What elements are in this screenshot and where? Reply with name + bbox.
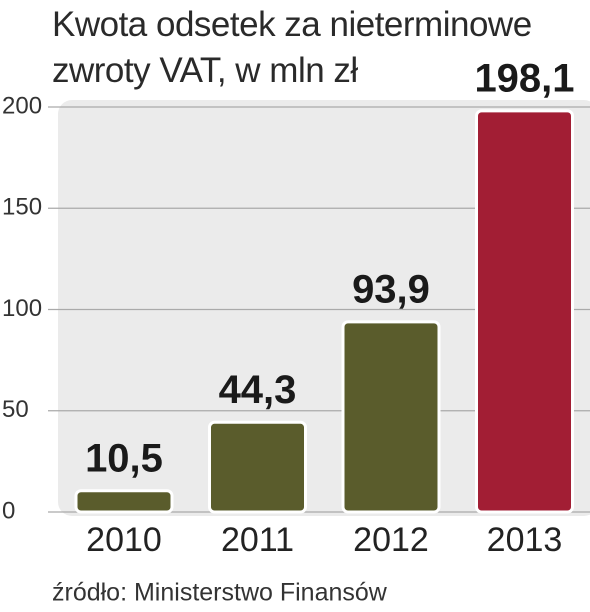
- x-tick-label: 2010: [86, 521, 162, 559]
- x-tick-label: 2013: [487, 521, 563, 559]
- y-tick-label: 150: [2, 194, 42, 221]
- plot-background: [58, 100, 590, 516]
- y-tick-label: 100: [2, 295, 42, 322]
- value-label: 10,5: [85, 436, 163, 480]
- value-label: 44,3: [219, 368, 297, 412]
- y-tick-label: 50: [2, 396, 29, 423]
- y-tick-label: 0: [2, 497, 15, 524]
- chart-title: Kwota odsetek za nieterminowe zwroty VAT…: [52, 5, 532, 90]
- value-label: 93,9: [352, 267, 430, 311]
- bar: [341, 320, 441, 514]
- bar: [208, 420, 307, 514]
- bar: [74, 489, 174, 514]
- x-tick-label: 2012: [353, 521, 429, 559]
- source: źródło: Ministerstwo Finansów: [52, 579, 388, 607]
- value-label: 198,1: [474, 56, 574, 100]
- bar: [475, 109, 574, 514]
- y-tick-label: 200: [2, 92, 42, 119]
- x-tick-label: 2011: [221, 521, 294, 559]
